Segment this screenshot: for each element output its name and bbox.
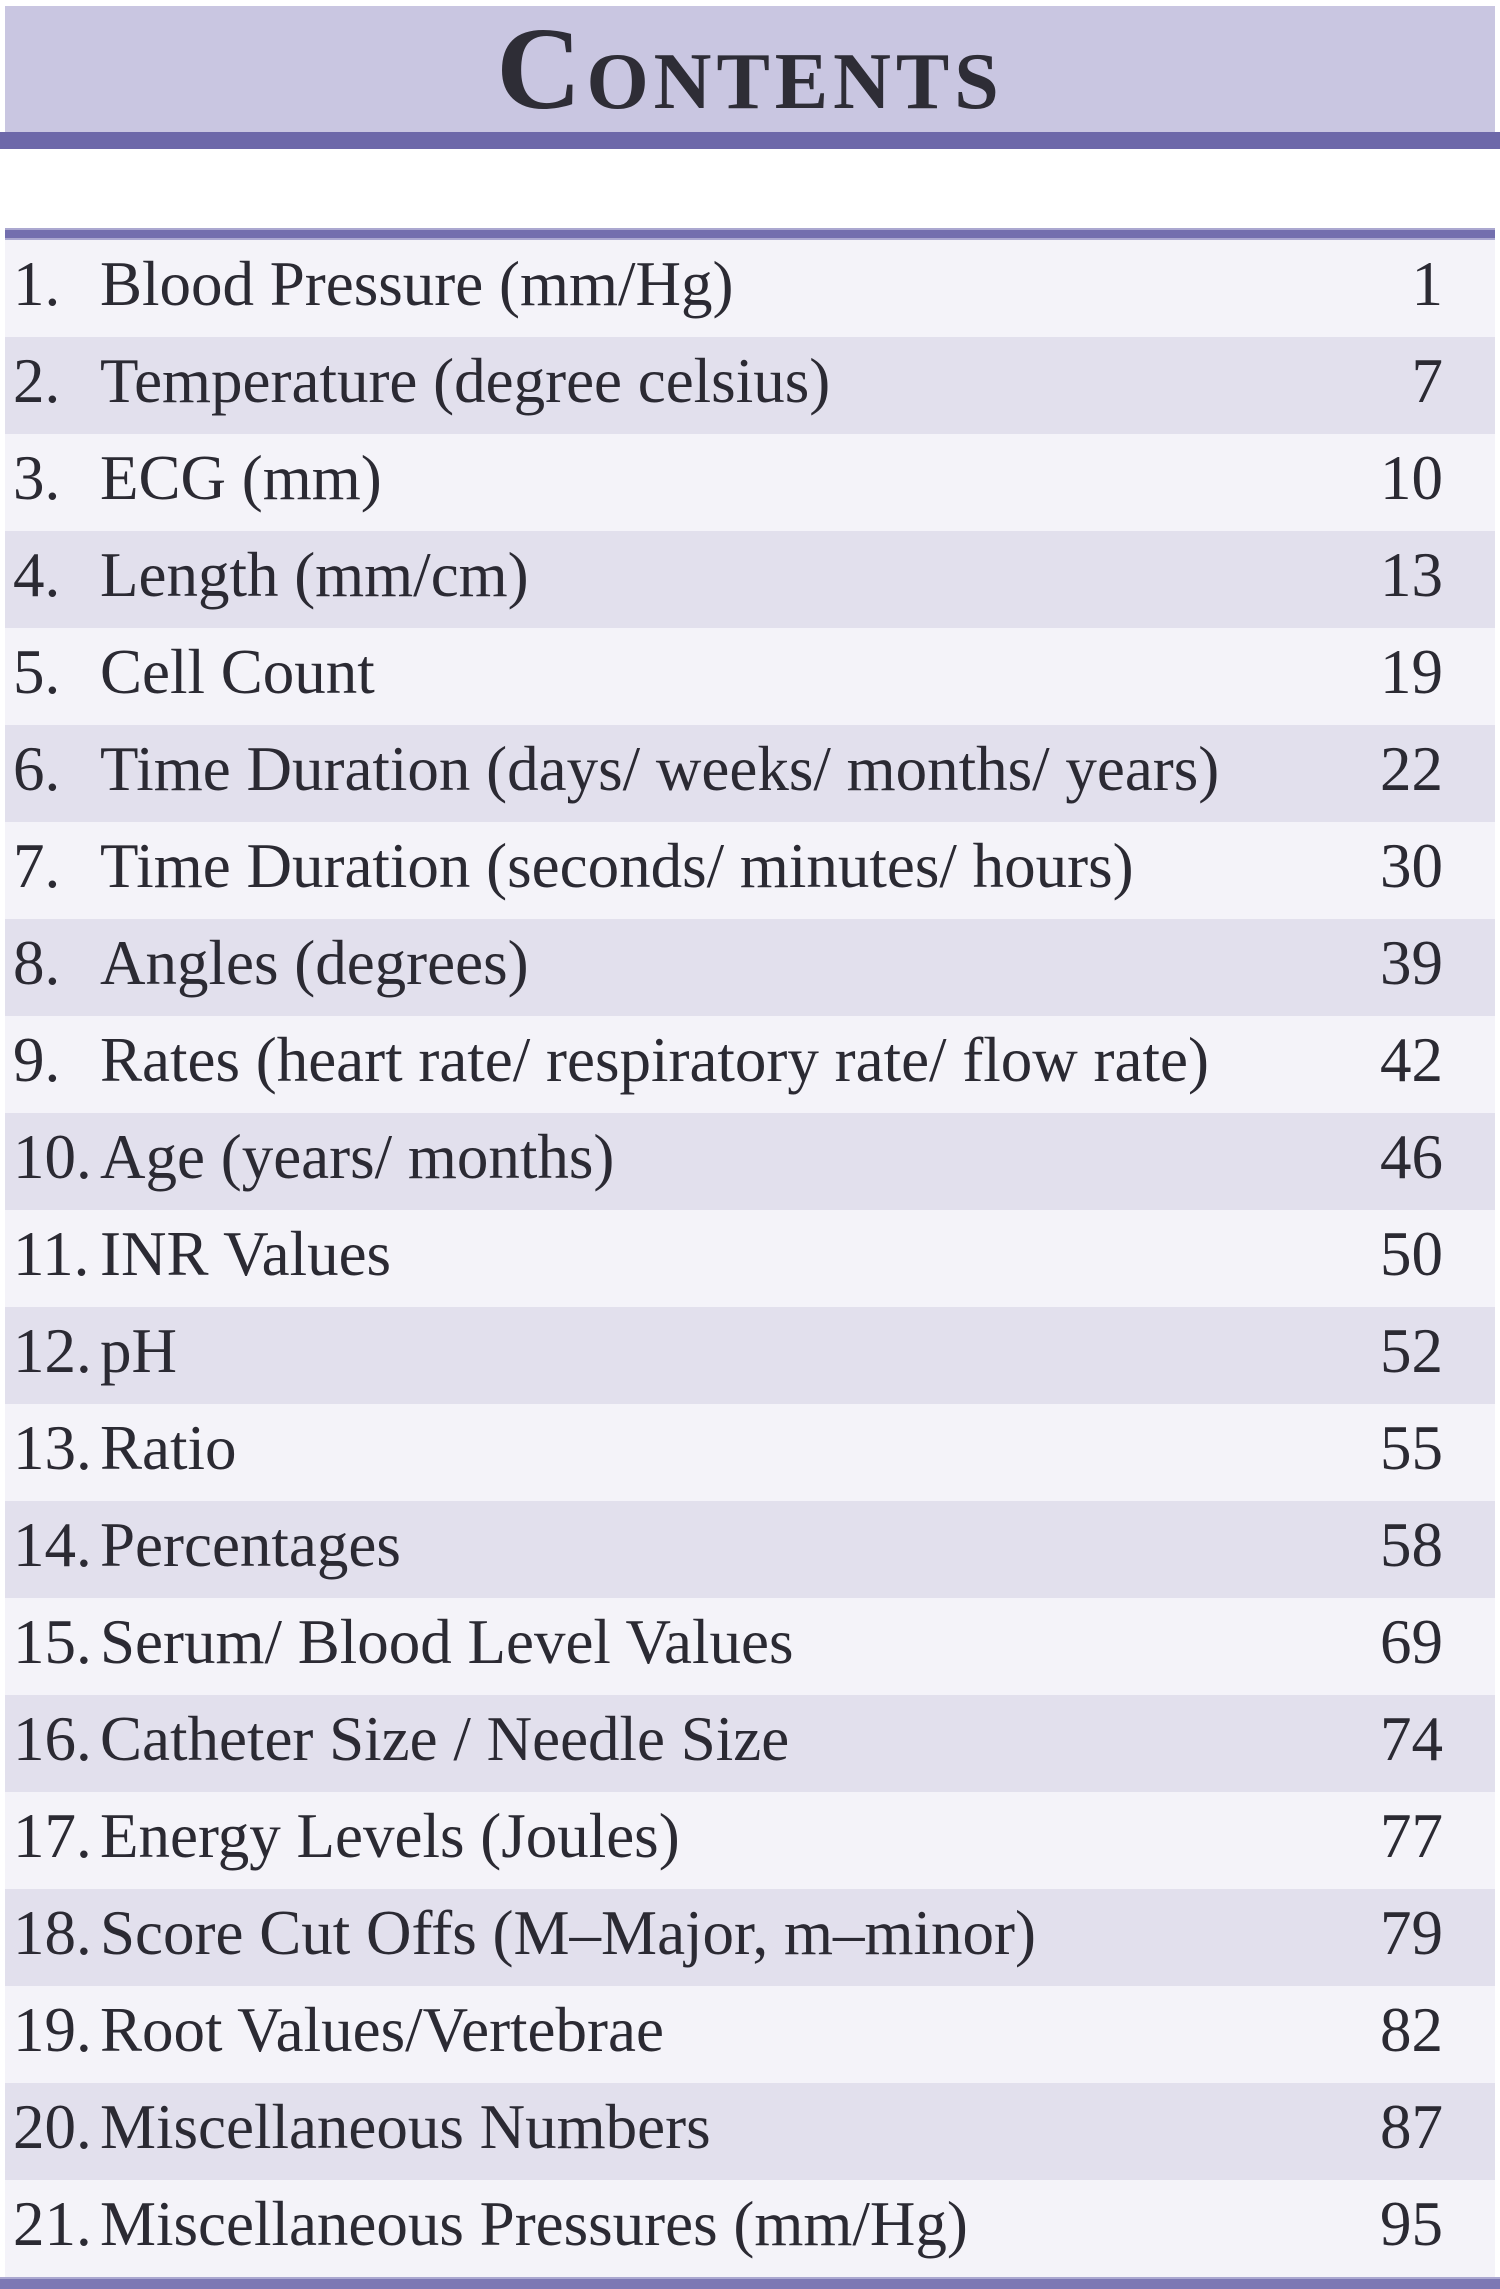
toc-entry-number: 20. bbox=[13, 2092, 92, 2162]
toc-entry-title: Blood Pressure (mm/Hg) bbox=[100, 249, 734, 319]
toc-row: 14. Percentages 58 bbox=[5, 1501, 1495, 1598]
toc-entry-title: Score Cut Offs (M–Major, m–minor) bbox=[100, 1898, 1036, 1968]
toc-entry-number: 3. bbox=[13, 443, 61, 513]
toc-entry-number: 13. bbox=[13, 1413, 92, 1483]
header-band: CONTENTS bbox=[5, 6, 1495, 132]
toc-entry-number: 18. bbox=[13, 1898, 92, 1968]
toc-row: 8. Angles (degrees) 39 bbox=[5, 919, 1495, 1016]
toc-entry-page: 69 bbox=[1380, 1607, 1443, 1677]
toc-entry-title: ECG (mm) bbox=[100, 443, 382, 513]
toc-row: 15. Serum/ Blood Level Values 69 bbox=[5, 1598, 1495, 1695]
toc-entry-page: 19 bbox=[1380, 637, 1443, 707]
toc-entry-title: Time Duration (seconds/ minutes/ hours) bbox=[100, 831, 1134, 901]
toc-row: 3. ECG (mm) 10 bbox=[5, 434, 1495, 531]
toc-entry-page: 58 bbox=[1380, 1510, 1443, 1580]
toc-row: 11. INR Values 50 bbox=[5, 1210, 1495, 1307]
toc-row: 20. Miscellaneous Numbers 87 bbox=[5, 2083, 1495, 2180]
toc-entry-title: Age (years/ months) bbox=[100, 1122, 615, 1192]
toc-entry-number: 4. bbox=[13, 540, 61, 610]
toc-row: 17. Energy Levels (Joules) 77 bbox=[5, 1792, 1495, 1889]
toc-entry-title: Temperature (degree celsius) bbox=[100, 346, 831, 416]
toc-entry-number: 17. bbox=[13, 1801, 92, 1871]
toc-row: 18. Score Cut Offs (M–Major, m–minor) 79 bbox=[5, 1889, 1495, 1986]
toc-entry-number: 16. bbox=[13, 1704, 92, 1774]
toc-entry-page: 39 bbox=[1380, 928, 1443, 998]
toc-entry-number: 8. bbox=[13, 928, 61, 998]
toc-list: 1. Blood Pressure (mm/Hg) 1 2. Temperatu… bbox=[5, 240, 1495, 2277]
toc-row: 5. Cell Count 19 bbox=[5, 628, 1495, 725]
toc-entry-page: 10 bbox=[1380, 443, 1443, 513]
toc-row: 1. Blood Pressure (mm/Hg) 1 bbox=[5, 240, 1495, 337]
toc-entry-number: 10. bbox=[13, 1122, 92, 1192]
toc-entry-page: 50 bbox=[1380, 1219, 1443, 1289]
toc-entry-title: Cell Count bbox=[100, 637, 375, 707]
toc-row: 2. Temperature (degree celsius) 7 bbox=[5, 337, 1495, 434]
toc-entry-number: 6. bbox=[13, 734, 61, 804]
toc-entry-title: Miscellaneous Numbers bbox=[100, 2092, 711, 2162]
toc-entry-page: 42 bbox=[1380, 1025, 1443, 1095]
toc-entry-title: Ratio bbox=[100, 1413, 237, 1483]
header-spacer bbox=[5, 149, 1495, 228]
toc-entry-title: Catheter Size / Needle Size bbox=[100, 1704, 790, 1774]
toc-entry-title: Time Duration (days/ weeks/ months/ year… bbox=[100, 734, 1220, 804]
list-top-rule bbox=[5, 230, 1495, 238]
toc-entry-page: 74 bbox=[1380, 1704, 1443, 1774]
toc-row: 10. Age (years/ months) 46 bbox=[5, 1113, 1495, 1210]
toc-row: 16. Catheter Size / Needle Size 74 bbox=[5, 1695, 1495, 1792]
toc-entry-page: 79 bbox=[1380, 1898, 1443, 1968]
toc-entry-number: 14. bbox=[13, 1510, 92, 1580]
toc-entry-page: 82 bbox=[1380, 1995, 1443, 2065]
toc-entry-page: 7 bbox=[1411, 346, 1444, 416]
header-rule bbox=[0, 132, 1500, 149]
toc-row: 21. Miscellaneous Pressures (mm/Hg) 95 bbox=[5, 2180, 1495, 2277]
toc-entry-page: 13 bbox=[1380, 540, 1443, 610]
toc-entry-number: 5. bbox=[13, 637, 61, 707]
toc-entry-page: 52 bbox=[1380, 1316, 1443, 1386]
toc-row: 13. Ratio 55 bbox=[5, 1404, 1495, 1501]
toc-row: 7. Time Duration (seconds/ minutes/ hour… bbox=[5, 822, 1495, 919]
toc-entry-title: Rates (heart rate/ respiratory rate/ flo… bbox=[100, 1025, 1209, 1095]
toc-entry-number: 9. bbox=[13, 1025, 61, 1095]
toc-entry-number: 1. bbox=[13, 249, 61, 319]
toc-entry-page: 46 bbox=[1380, 1122, 1443, 1192]
toc-entry-title: pH bbox=[100, 1316, 177, 1386]
page-title-initial: C bbox=[496, 3, 587, 134]
toc-entry-number: 2. bbox=[13, 346, 61, 416]
toc-entry-number: 11. bbox=[13, 1219, 90, 1289]
toc-entry-page: 1 bbox=[1411, 249, 1444, 319]
toc-entry-title: Percentages bbox=[100, 1510, 401, 1580]
page-bottom-rule bbox=[0, 2277, 1500, 2289]
toc-row: 4. Length (mm/cm) 13 bbox=[5, 531, 1495, 628]
toc-entry-title: INR Values bbox=[100, 1219, 392, 1289]
toc-entry-page: 22 bbox=[1380, 734, 1443, 804]
toc-entry-number: 12. bbox=[13, 1316, 92, 1386]
toc-entry-title: Miscellaneous Pressures (mm/Hg) bbox=[100, 2189, 968, 2259]
toc-entry-title: Serum/ Blood Level Values bbox=[100, 1607, 794, 1677]
toc-entry-number: 7. bbox=[13, 831, 61, 901]
toc-entry-page: 55 bbox=[1380, 1413, 1443, 1483]
toc-row: 9. Rates (heart rate/ respiratory rate/ … bbox=[5, 1016, 1495, 1113]
page-title-rest: ONTENTS bbox=[586, 38, 1004, 126]
toc-entry-page: 95 bbox=[1380, 2189, 1443, 2259]
toc-row: 6. Time Duration (days/ weeks/ months/ y… bbox=[5, 725, 1495, 822]
toc-entry-number: 19. bbox=[13, 1995, 92, 2065]
page-title: CONTENTS bbox=[496, 10, 1004, 128]
toc-entry-title: Length (mm/cm) bbox=[100, 540, 529, 610]
toc-row: 12. pH 52 bbox=[5, 1307, 1495, 1404]
toc-entry-title: Angles (degrees) bbox=[100, 928, 529, 998]
toc-entry-page: 87 bbox=[1380, 2092, 1443, 2162]
toc-entry-number: 15. bbox=[13, 1607, 92, 1677]
toc-entry-number: 21. bbox=[13, 2189, 92, 2259]
toc-entry-title: Energy Levels (Joules) bbox=[100, 1801, 680, 1871]
toc-entry-page: 30 bbox=[1380, 831, 1443, 901]
toc-entry-title: Root Values/Vertebrae bbox=[100, 1995, 664, 2065]
toc-entry-page: 77 bbox=[1380, 1801, 1443, 1871]
toc-row: 19. Root Values/Vertebrae 82 bbox=[5, 1986, 1495, 2083]
